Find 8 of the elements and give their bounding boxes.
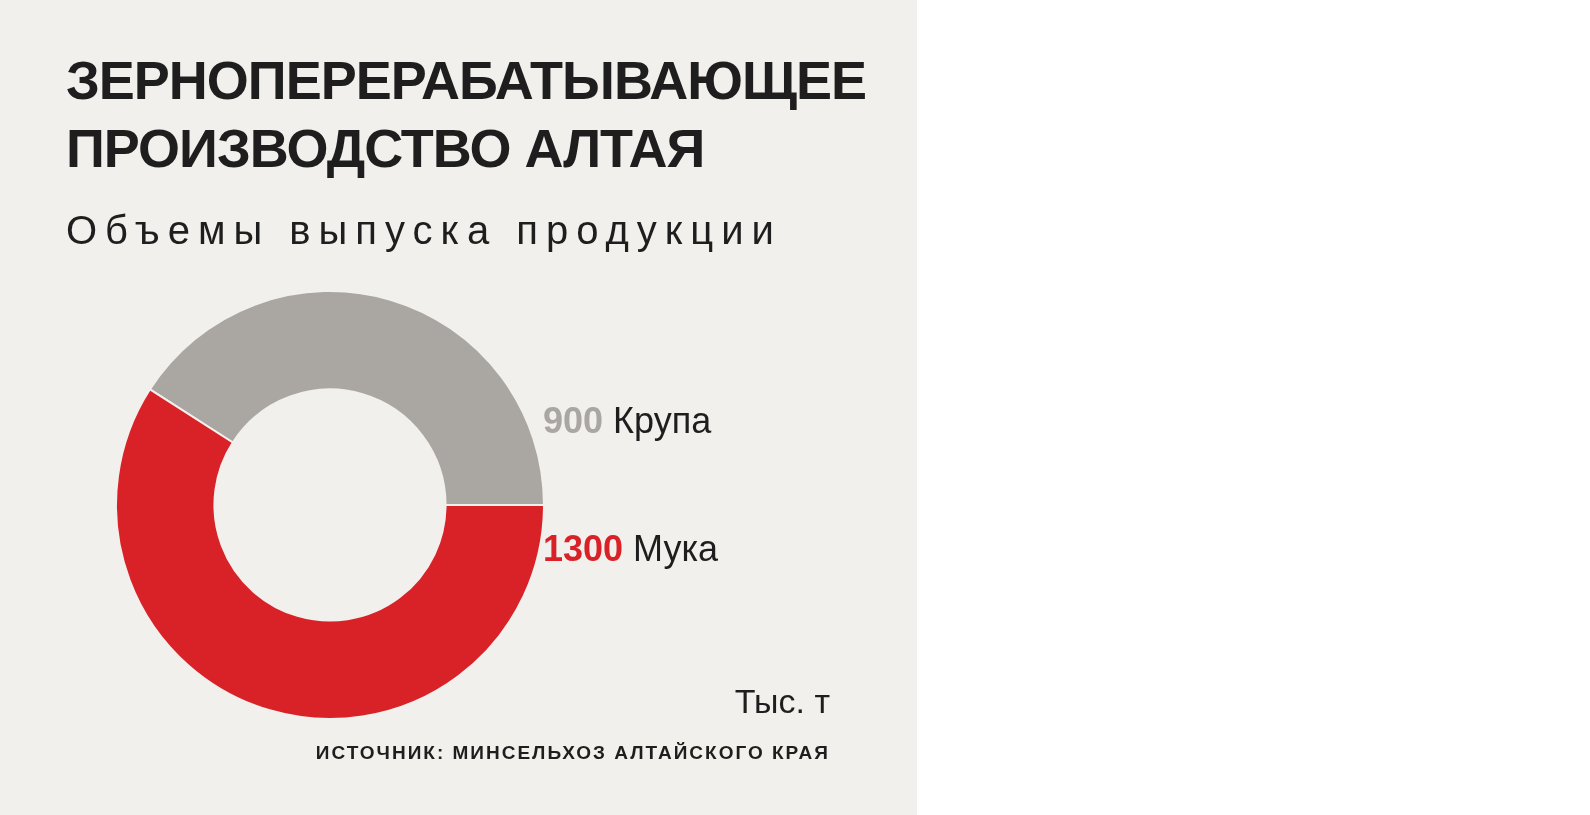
slice-label: Мука (633, 528, 719, 569)
chart-subtitle: Объемы выпуска продукции (66, 208, 782, 253)
chart-title: ЗЕРНОПЕРЕРАБАТЫВАЮЩЕЕ ПРОИЗВОДСТВО АЛТАЯ (66, 49, 867, 180)
data-label: 1300 (543, 528, 624, 569)
data-label: 900 (543, 400, 604, 441)
text: ИСТОЧНИК: МИНСЕЛЬХОЗ АЛТАЙСКОГО КРАЯ (315, 742, 830, 764)
text: Тыс. т (734, 682, 830, 721)
slice-label: Крупа (613, 400, 712, 441)
